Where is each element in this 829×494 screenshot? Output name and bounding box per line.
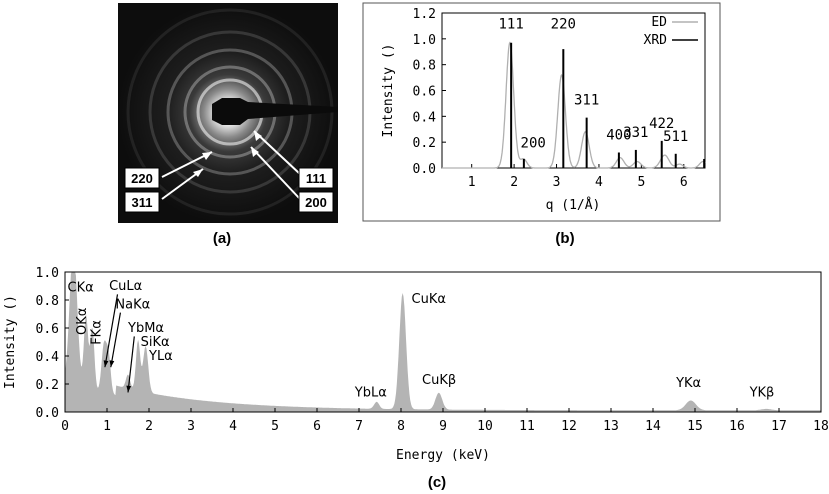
ring-label-111: 111 [306,171,326,186]
x-tick-label-c: 3 [187,419,195,434]
ring-arrow-111 [253,130,301,175]
peak-pointer-arrow [127,336,135,393]
x-tick-label-c: 6 [313,419,321,434]
peak-label-c: NaKα [115,297,150,312]
x-tick-label-c: 14 [645,419,661,434]
x-tick-label-c: 10 [477,419,493,434]
ring-arrowhead-311 [193,169,203,177]
x-tick-label-c: 17 [771,419,787,434]
spectrum-area [65,272,821,412]
x-axis-label-b: q (1/Å) [546,197,601,213]
peak-label-c: YbLα [354,386,387,401]
x-tick-label-b: 6 [680,175,688,190]
x-tick-label-c: 15 [687,419,703,434]
legend-label-b: ED [651,15,667,30]
y-tick-label-c: 0.4 [36,350,60,365]
x-tick-label-c: 2 [145,419,153,434]
peak-label-c: CuKα [412,292,446,307]
ring-arrow-220 [161,151,213,178]
peak-label-b: 511 [663,129,688,145]
y-tick-label-b: 0.8 [413,59,436,74]
y-tick-label-b: 0.4 [413,110,437,125]
y-axis-label-c: Intensity () [3,295,18,389]
peak-pointer-arrowhead [109,360,115,368]
peak-label-c: CKα [68,281,94,296]
y-tick-label-b: 0.0 [413,162,436,177]
x-tick-label-b: 3 [553,175,561,190]
peak-label-b: 220 [551,17,576,33]
ring-arrowhead-200 [251,147,259,157]
panel-c: 0.00.20.40.60.81.00 1 2 3 4 5 6 7 8 9 10 11 12 13 14 15… [3,266,829,491]
peak-label-c: YKβ [749,386,775,401]
panel-b: 0.0 0.2 0.4 0.6 0.8 1.0 1.2 1 2 3 4 5 6 q (1/Å) Intens… [362,2,721,247]
peak-label-b: 400 [606,128,631,144]
chart-b: 0.0 0.2 0.4 0.6 0.8 1.0 1.2 1 2 3 4 5 6 q (1/Å) Intens… [381,7,706,213]
y-tick-label-b: 0.6 [413,85,436,100]
x-tick-label-c: 18 [813,419,829,434]
chart-c: 0.00.20.40.60.81.00 1 2 3 4 5 6 7 8 9 10 11 12 13 14 15… [3,266,829,463]
x-tick-label-c: 9 [439,419,447,434]
peak-label-c: CuLα [109,279,142,294]
peak-label-c: SiKα [141,335,170,350]
x-tick-label-c: 4 [229,419,237,434]
peak-label-b: 311 [574,93,599,109]
x-tick-label-c: 8 [397,419,405,434]
ring-label-box-311 [124,191,160,213]
x-tick-label-c: 5 [271,419,279,434]
x-tick-label-b: 5 [637,175,645,190]
panel-a: 220 311 111 200 (a) [118,3,338,247]
x-tick-label-b: 2 [510,175,518,190]
x-tick-label-b: 4 [595,175,603,190]
x-tick-label-c: 1 [103,419,111,434]
panel-a-caption: (a) [213,230,231,247]
peak-label-b: 200 [521,135,546,151]
y-tick-label-c: 1.0 [36,266,59,281]
panel-b-frame [362,2,721,222]
x-tick-label-c: 13 [603,419,619,434]
peak-label-c: YbMα [127,321,164,336]
peak-pointer-arrow [110,312,122,368]
ring-label-200: 200 [305,195,327,210]
ring-arrowhead-111 [254,131,262,141]
peak-pointer-arrowhead [126,385,132,393]
peak-label-b: 422 [649,116,674,132]
x-tick-label-c: 12 [561,419,577,434]
peak-label-c: FKα [90,320,105,345]
y-tick-label-c: 0.0 [36,406,59,421]
y-tick-label-c: 0.2 [36,378,59,393]
panel-c-caption: (c) [428,474,446,491]
y-tick-label-b: 1.2 [413,7,436,22]
y-axis-label-b: Intensity () [381,44,396,138]
y-tick-label-c: 0.8 [36,294,59,309]
peak-pointer-arrow [104,294,119,368]
x-tick-label-c: 11 [519,419,535,434]
peak-label-c: CuKβ [422,373,456,388]
panel-b-caption: (b) [555,230,574,247]
ring-label-311: 311 [132,195,153,210]
peak-label-b: 331 [623,125,648,141]
x-tick-label-b: 1 [468,175,476,190]
y-tick-label-b: 1.0 [413,33,436,48]
y-tick-label-b: 0.2 [413,136,436,151]
legend-label-b: XRD [644,33,668,48]
x-tick-label-c: 16 [729,419,745,434]
ring-label-box-200 [298,191,334,213]
x-tick-label-c: 0 [61,419,69,434]
ring-label-220: 220 [131,171,153,186]
ring-label-box-111 [298,167,334,189]
beam-stop-image [212,98,338,125]
peak-label-c: YLα [148,349,173,364]
x-tick-label-c: 7 [355,419,363,434]
ring-label-box-220 [124,167,160,189]
x-axis-label-c: Energy (keV) [396,448,490,463]
peak-label-c: YKα [675,376,701,391]
ring-arrowhead-220 [202,152,212,160]
ring-arrow-200 [250,146,301,200]
peak-label-c: OKα [75,308,90,335]
peak-label-b: 111 [498,17,523,33]
peak-pointer-arrowhead [103,360,109,368]
y-tick-label-c: 0.6 [36,322,59,337]
